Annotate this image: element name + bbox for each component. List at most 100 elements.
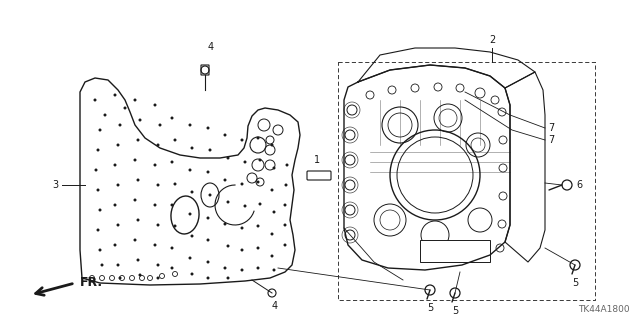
Text: 1: 1 (314, 155, 320, 165)
Circle shape (116, 224, 120, 226)
Circle shape (285, 183, 287, 187)
Circle shape (257, 137, 259, 139)
Text: 4: 4 (272, 301, 278, 311)
Circle shape (157, 224, 159, 226)
Circle shape (97, 228, 99, 232)
Circle shape (97, 189, 99, 191)
Circle shape (159, 123, 161, 127)
Circle shape (207, 217, 209, 219)
Circle shape (191, 190, 193, 194)
Circle shape (191, 272, 193, 276)
Circle shape (191, 146, 193, 150)
Circle shape (284, 204, 287, 206)
Circle shape (241, 249, 243, 251)
Circle shape (271, 144, 273, 146)
Circle shape (170, 204, 173, 206)
Circle shape (257, 247, 259, 249)
Circle shape (136, 179, 140, 182)
Circle shape (227, 157, 230, 160)
Circle shape (227, 244, 230, 248)
Circle shape (170, 266, 173, 270)
Circle shape (138, 118, 141, 122)
Circle shape (227, 277, 230, 279)
Circle shape (271, 255, 273, 257)
Circle shape (209, 149, 211, 152)
Text: 7: 7 (548, 135, 554, 145)
Circle shape (189, 168, 191, 172)
Circle shape (97, 149, 99, 152)
Text: 7: 7 (548, 123, 554, 133)
Circle shape (241, 182, 243, 186)
Circle shape (134, 239, 136, 241)
Circle shape (189, 123, 191, 127)
Circle shape (257, 266, 259, 270)
Circle shape (136, 138, 140, 142)
Circle shape (134, 198, 136, 202)
Circle shape (154, 204, 157, 206)
Circle shape (154, 103, 157, 107)
Circle shape (95, 168, 97, 172)
Circle shape (207, 170, 209, 174)
Circle shape (223, 222, 227, 226)
Circle shape (113, 93, 116, 97)
Circle shape (99, 249, 102, 251)
Circle shape (170, 116, 173, 120)
Circle shape (116, 183, 120, 187)
Circle shape (154, 164, 157, 167)
Circle shape (273, 269, 275, 271)
Circle shape (241, 226, 243, 229)
Text: 4: 4 (208, 42, 214, 52)
Circle shape (99, 129, 102, 131)
Circle shape (243, 204, 246, 207)
Circle shape (207, 127, 209, 130)
Circle shape (271, 233, 273, 235)
Circle shape (157, 144, 159, 146)
Circle shape (257, 181, 259, 183)
Circle shape (170, 160, 173, 164)
Circle shape (223, 266, 227, 270)
Circle shape (100, 263, 104, 266)
Circle shape (189, 212, 191, 216)
Circle shape (207, 239, 209, 241)
Circle shape (136, 258, 140, 262)
Circle shape (124, 107, 127, 109)
Text: 5: 5 (452, 306, 458, 316)
Circle shape (99, 209, 102, 211)
Circle shape (116, 144, 120, 146)
Circle shape (173, 182, 177, 186)
Text: TK44A1800: TK44A1800 (579, 305, 630, 314)
Circle shape (273, 211, 275, 213)
Circle shape (154, 243, 157, 247)
Circle shape (157, 263, 159, 266)
Circle shape (223, 179, 227, 182)
Circle shape (113, 243, 116, 247)
Circle shape (138, 273, 141, 277)
Circle shape (189, 256, 191, 259)
Circle shape (134, 99, 136, 101)
Circle shape (118, 123, 122, 127)
Circle shape (271, 189, 273, 191)
Circle shape (157, 277, 159, 279)
Circle shape (170, 247, 173, 249)
Circle shape (257, 225, 259, 227)
Circle shape (284, 224, 287, 226)
Text: 6: 6 (576, 180, 582, 190)
Circle shape (136, 219, 140, 221)
FancyBboxPatch shape (201, 65, 209, 75)
Circle shape (173, 225, 177, 227)
Circle shape (113, 164, 116, 167)
Circle shape (284, 243, 287, 247)
Circle shape (207, 277, 209, 279)
Circle shape (273, 167, 275, 169)
Circle shape (285, 164, 289, 167)
Text: 5: 5 (572, 278, 578, 288)
Circle shape (118, 277, 122, 279)
Circle shape (157, 183, 159, 187)
Circle shape (241, 138, 243, 142)
Text: 5: 5 (427, 303, 433, 313)
Circle shape (191, 234, 193, 238)
Circle shape (227, 201, 230, 204)
Circle shape (243, 160, 246, 164)
Bar (420, 240, 490, 262)
Circle shape (241, 269, 243, 271)
